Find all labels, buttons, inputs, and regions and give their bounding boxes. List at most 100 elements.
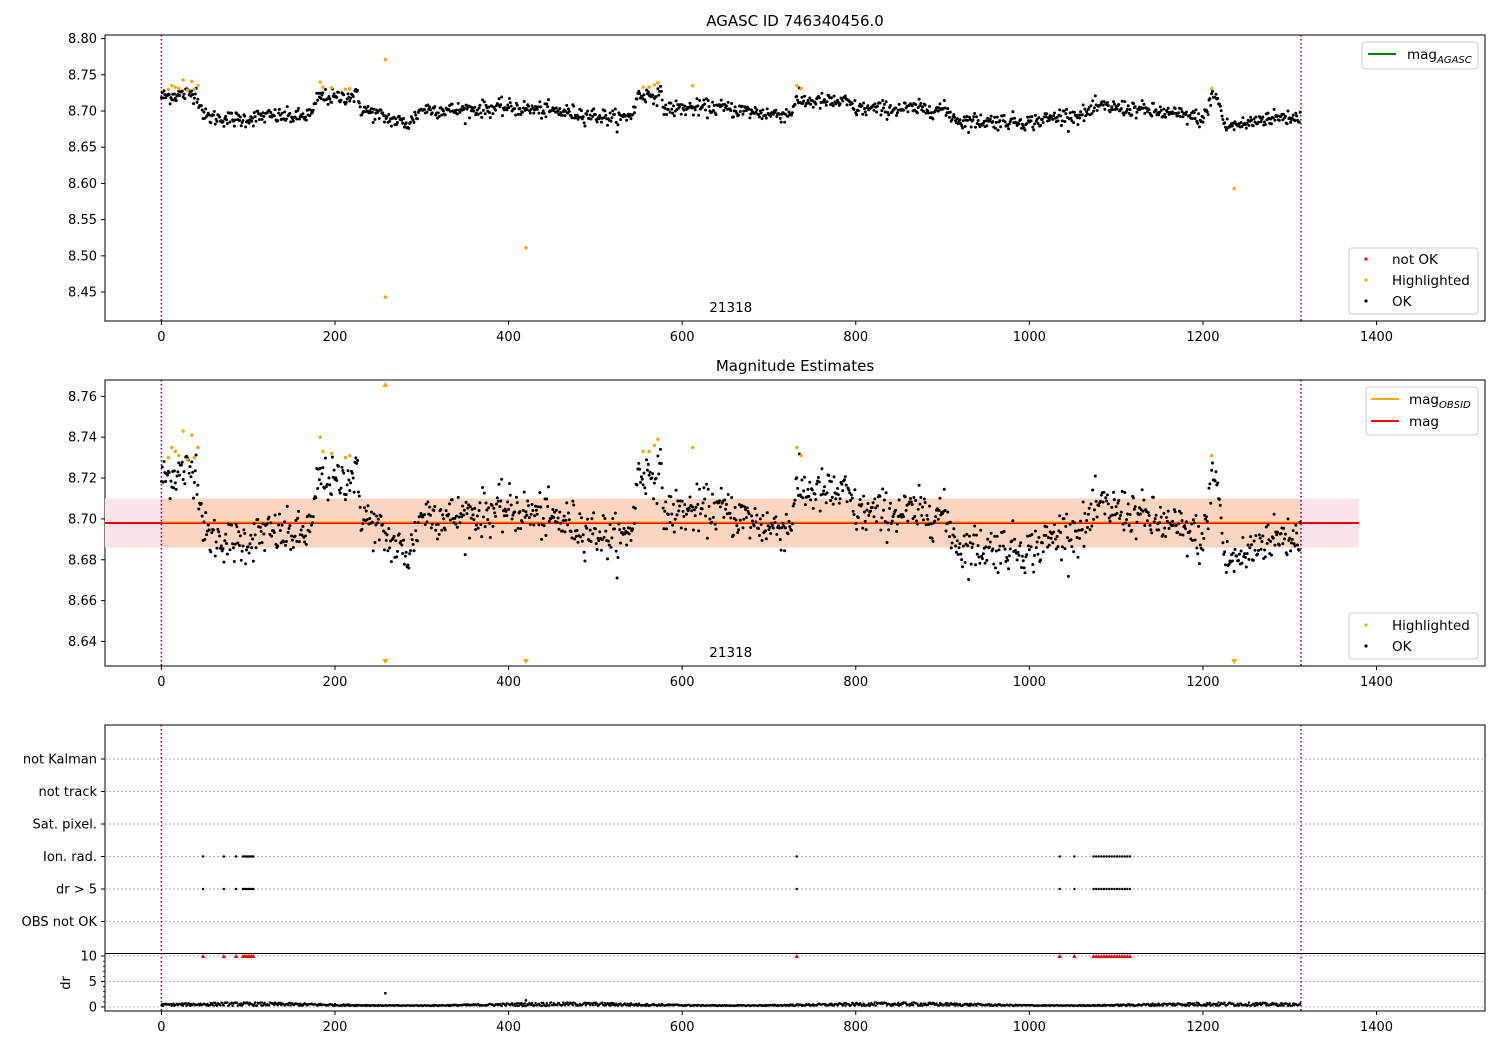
ok-point <box>820 91 824 95</box>
ok-point <box>328 97 332 101</box>
ok-point <box>270 534 274 538</box>
ok-point <box>855 113 859 117</box>
ok-point <box>950 118 954 122</box>
ok-point <box>666 107 670 111</box>
ok-point <box>280 111 284 115</box>
ok-point <box>528 522 532 526</box>
ok-point <box>1072 550 1076 554</box>
ok-point <box>1127 524 1131 528</box>
ok-point <box>703 497 707 501</box>
ok-point <box>1002 529 1006 533</box>
ok-point <box>216 527 220 531</box>
ok-point <box>504 509 508 513</box>
ok-point <box>897 498 901 502</box>
ok-point <box>412 120 416 124</box>
ok-point <box>923 500 927 504</box>
ok-point <box>455 525 459 529</box>
ok-point <box>983 561 987 565</box>
ok-point <box>382 548 386 552</box>
ok-point <box>895 522 899 526</box>
ok-point <box>437 114 441 118</box>
ok-point <box>1032 128 1036 132</box>
ok-point <box>473 506 477 510</box>
ok-point <box>194 453 198 457</box>
ok-point <box>1193 116 1197 120</box>
ok-point <box>1159 108 1163 112</box>
ok-point <box>1126 502 1130 506</box>
ok-point <box>632 111 636 115</box>
ok-point <box>646 90 650 94</box>
ok-point <box>654 95 658 99</box>
ok-point <box>712 103 716 107</box>
ok-point <box>1003 120 1007 124</box>
dr-point <box>1259 1001 1262 1005</box>
ok-point <box>914 498 918 502</box>
ok-point <box>683 104 687 108</box>
ok-point <box>1036 122 1040 126</box>
ok-point <box>600 538 604 542</box>
ok-point <box>539 505 543 509</box>
ok-point <box>754 520 758 524</box>
out-of-range-down-marker <box>1231 659 1238 664</box>
ok-point <box>775 532 779 536</box>
ok-point <box>1095 108 1099 112</box>
flag-point <box>243 855 246 858</box>
ok-point <box>793 102 797 106</box>
ok-point <box>1257 533 1261 537</box>
ok-point <box>971 542 975 546</box>
ok-point <box>695 482 699 486</box>
ok-point <box>326 498 330 502</box>
ok-point <box>402 117 406 121</box>
ok-point <box>836 493 840 497</box>
ok-point <box>1220 114 1224 118</box>
ok-point <box>183 97 187 101</box>
ok-point <box>845 103 849 107</box>
ok-point <box>1273 118 1277 122</box>
ok-point <box>377 116 381 120</box>
ok-point <box>790 113 794 117</box>
ok-point <box>610 116 614 120</box>
ok-point <box>1158 505 1162 509</box>
ok-point <box>1276 114 1280 118</box>
ok-point <box>555 520 559 524</box>
ok-point <box>1076 555 1080 559</box>
ok-point <box>759 111 763 115</box>
ok-point <box>1152 520 1156 524</box>
dr-point <box>222 1004 226 1007</box>
ok-point <box>215 546 219 550</box>
ok-point <box>705 116 709 120</box>
ok-point <box>944 113 948 117</box>
ok-point <box>1281 542 1285 546</box>
ok-point <box>963 561 967 565</box>
ok-point <box>233 118 237 122</box>
ok-point <box>373 117 377 121</box>
ok-point <box>402 538 406 542</box>
ok-point <box>691 505 695 509</box>
legend-box <box>1348 612 1479 660</box>
dr-point <box>259 1001 262 1004</box>
ok-point <box>884 100 888 104</box>
ok-point <box>960 123 964 127</box>
ok-point <box>777 526 781 530</box>
ok-point <box>595 120 599 124</box>
ok-point <box>1291 529 1295 533</box>
ok-point <box>664 103 668 107</box>
panel1-plot-area <box>159 35 1302 321</box>
ok-point <box>1283 532 1287 536</box>
legend-label: OK <box>1392 294 1413 310</box>
ok-point <box>796 98 800 102</box>
ok-point <box>161 96 165 100</box>
ok-point <box>588 113 592 117</box>
ok-point <box>440 528 444 532</box>
ok-point <box>903 495 907 499</box>
ok-point <box>1158 110 1162 114</box>
ok-point <box>872 515 876 519</box>
ok-point <box>606 123 610 127</box>
ok-point <box>238 534 242 538</box>
flag-point <box>1100 887 1103 891</box>
ok-point <box>286 530 290 534</box>
ok-point <box>265 522 269 526</box>
ok-point <box>970 545 974 549</box>
ok-point <box>212 518 216 522</box>
ok-point <box>591 114 595 118</box>
